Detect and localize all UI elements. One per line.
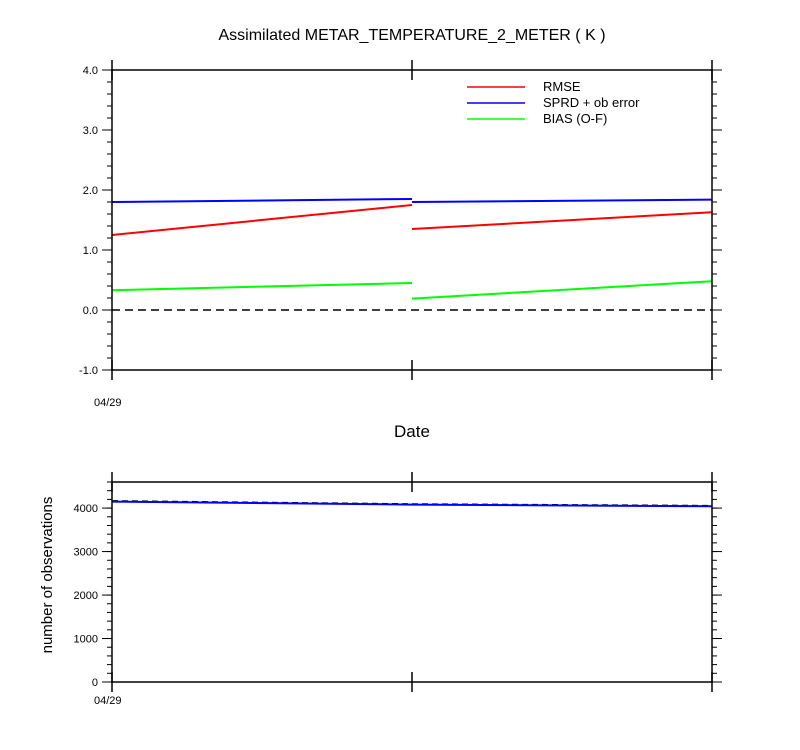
x-tick-label-date-bottom: 04/29 [94, 695, 122, 707]
chart0-series-0-segment-1 [411, 211, 713, 230]
top-plot-frame [111, 69, 713, 371]
legend-label-rmse: RMSE [543, 79, 581, 94]
chart1-y-tick-label: 2000 [74, 590, 98, 602]
x-tick-label-date: 04/29 [94, 397, 122, 409]
legend-item-sprd: SPRD + ob error [467, 95, 640, 110]
chart1-series-1-segment-0 [111, 500, 713, 508]
chart0-y-tick-label: 2.0 [83, 185, 98, 197]
y-axis-label-bottom: number of observations [39, 497, 56, 654]
chart1-y-tick-label: 4000 [74, 503, 98, 515]
chart0-series-1-segment-1 [411, 198, 713, 203]
legend: RMSE SPRD + ob error BIAS (O-F) [467, 79, 640, 126]
legend-item-bias: BIAS (O-F) [467, 111, 607, 126]
chart0-series-1-segment-0 [111, 198, 413, 203]
chart0-series-2-segment-1 [411, 280, 713, 300]
x-axis-label: Date [394, 422, 430, 441]
bottom-plot-frame [111, 481, 713, 683]
chart0-y-tick-label: 4.0 [83, 65, 98, 77]
chart1-y-tick-label: 1000 [74, 634, 98, 646]
observations-count-chart: 0 1000 2000 3000 4000 04/29 number of observ… [39, 472, 722, 707]
chart0-y-tick-label: 0.0 [83, 305, 98, 317]
chart1-y-tick-label: 0 [92, 677, 98, 689]
chart1-y-tick-label: 3000 [74, 547, 98, 559]
legend-label-sprd: SPRD + ob error [543, 95, 640, 110]
chart0-y-tick-label: 1.0 [83, 245, 98, 257]
metar-temperature-chart: Assimilated METAR_TEMPERATURE_2_METER ( … [79, 27, 722, 441]
chart0-series-2-segment-0 [111, 282, 413, 292]
chart0-series-0-segment-0 [111, 204, 413, 236]
legend-item-rmse: RMSE [467, 79, 581, 94]
chart0-y-tick-label: 3.0 [83, 125, 98, 137]
chart0-y-tick-label: -1.0 [79, 365, 98, 377]
legend-label-bias: BIAS (O-F) [543, 111, 607, 126]
chart-title: Assimilated METAR_TEMPERATURE_2_METER ( … [218, 27, 605, 44]
